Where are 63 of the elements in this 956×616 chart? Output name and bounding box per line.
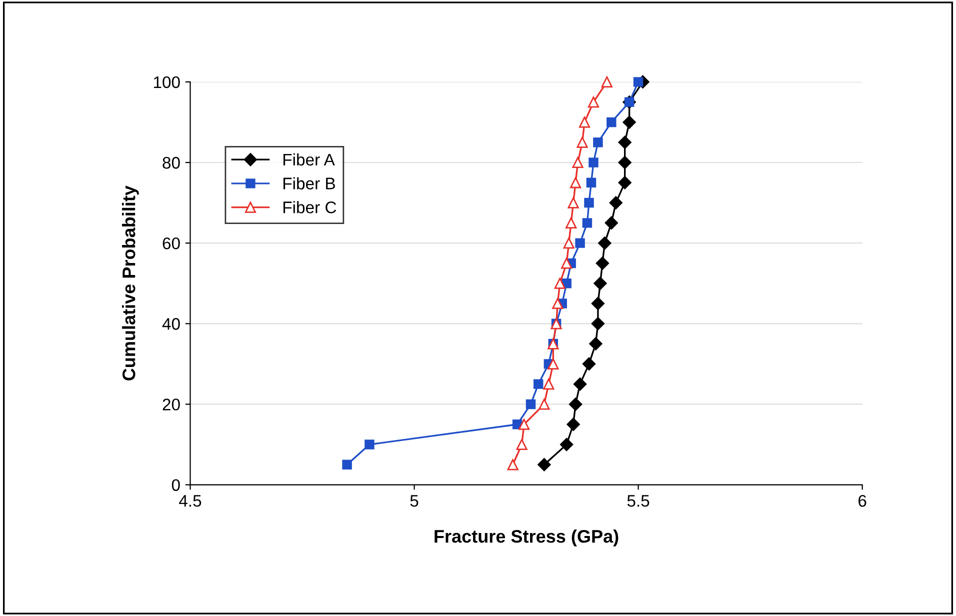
point	[598, 236, 612, 250]
point	[609, 196, 622, 210]
point	[568, 398, 582, 411]
point	[507, 459, 518, 470]
point	[601, 76, 612, 88]
y-tick-label: 100	[154, 76, 180, 88]
point	[575, 238, 585, 248]
point	[548, 358, 559, 370]
legend-label: Fiber B	[283, 177, 335, 190]
point	[342, 460, 352, 470]
x-tick-label: 5	[410, 495, 418, 507]
point	[582, 357, 596, 371]
point	[604, 216, 618, 230]
x-tick-label: 5.5	[627, 495, 650, 507]
y-tick-label: 0	[172, 479, 180, 491]
point	[364, 440, 374, 450]
point	[594, 276, 607, 290]
y-axis-title: Cumulative Probability	[122, 186, 139, 380]
x-tick-label: 6	[858, 494, 866, 507]
point	[588, 158, 598, 168]
point	[561, 258, 572, 269]
point	[618, 176, 632, 190]
legend-label: Fiber C	[283, 201, 336, 214]
point	[593, 137, 603, 148]
point	[568, 197, 579, 208]
point	[606, 117, 616, 128]
point	[591, 317, 605, 330]
point	[518, 418, 530, 430]
point	[618, 136, 632, 149]
point	[526, 399, 536, 410]
y-tick-label: 40	[162, 318, 180, 330]
point	[563, 238, 574, 249]
point	[633, 77, 644, 87]
point	[572, 156, 584, 168]
point	[516, 438, 528, 450]
point	[543, 378, 554, 390]
point	[584, 198, 594, 208]
point	[570, 177, 582, 188]
y-tick-label: 20	[162, 398, 180, 410]
point	[576, 136, 588, 148]
point	[573, 377, 587, 391]
y-tick-label: 80	[162, 156, 180, 169]
x-axis-title: Fracture Stress (GPa)	[434, 529, 618, 546]
point	[622, 116, 636, 129]
point	[566, 217, 577, 228]
point	[538, 458, 551, 472]
point	[578, 116, 590, 128]
point	[596, 256, 610, 270]
point	[552, 298, 564, 310]
legend-label: Fiber A	[283, 153, 335, 166]
point	[538, 398, 550, 410]
point	[534, 379, 544, 389]
point	[591, 296, 605, 310]
point	[582, 218, 592, 228]
point	[589, 337, 602, 350]
x-tick-label: 4.5	[179, 495, 202, 507]
point	[618, 156, 632, 170]
point	[566, 418, 580, 431]
point	[560, 438, 574, 452]
point	[588, 96, 600, 108]
point	[554, 278, 566, 289]
point	[586, 178, 596, 188]
y-tick-label: 60	[162, 237, 180, 250]
